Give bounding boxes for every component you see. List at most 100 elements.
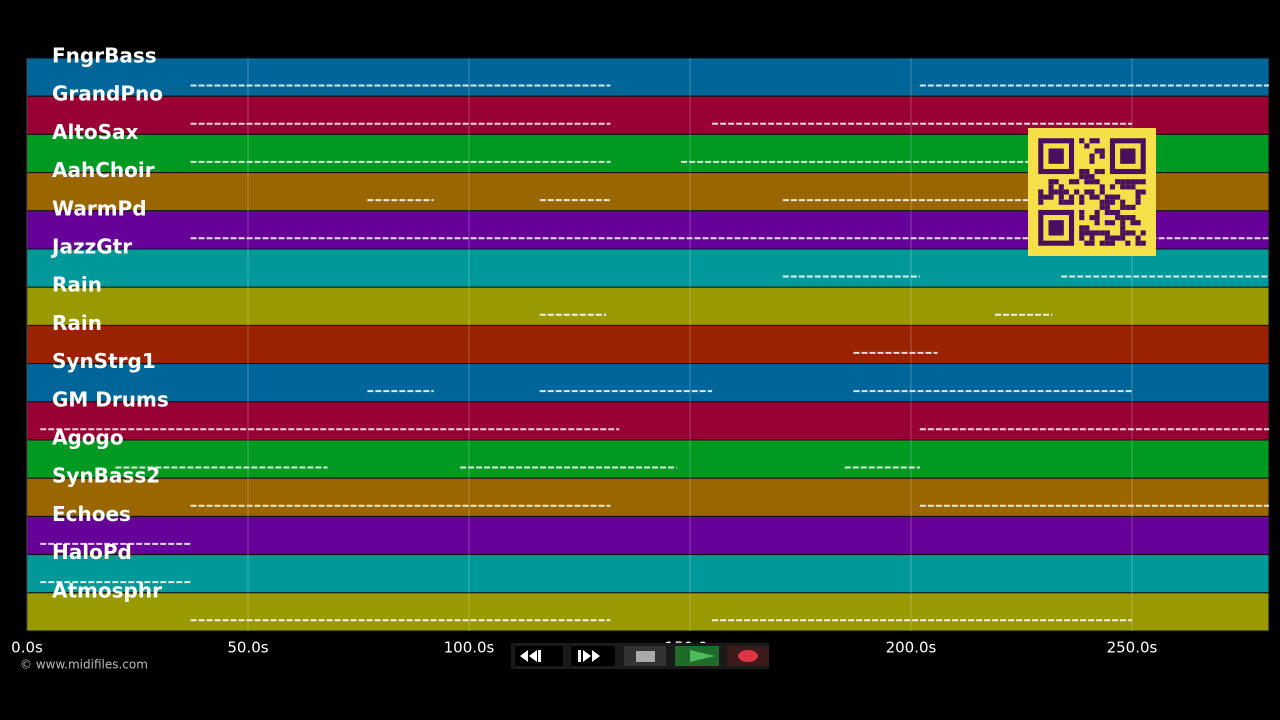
qr-cell bbox=[1140, 240, 1146, 246]
qr-finder bbox=[1038, 209, 1075, 246]
qr-cell bbox=[1094, 179, 1100, 185]
qr-cell bbox=[1099, 240, 1105, 246]
qr-cell bbox=[1115, 179, 1121, 185]
qr-cell bbox=[1135, 240, 1141, 246]
copyright: © www.midifiles.com bbox=[20, 658, 148, 672]
qr-cell bbox=[1104, 194, 1110, 200]
notes bbox=[40, 84, 1269, 622]
qr-cell bbox=[1125, 204, 1131, 210]
qr-cell bbox=[1104, 199, 1110, 205]
qr-cell bbox=[1058, 189, 1064, 195]
track-name: AahChoir bbox=[52, 158, 155, 182]
lane bbox=[26, 592, 1270, 632]
stop-button[interactable] bbox=[624, 646, 666, 666]
qr-cell bbox=[1084, 189, 1090, 195]
qr-cell bbox=[1115, 209, 1121, 216]
track-name: HaloPd bbox=[52, 540, 132, 564]
qr-cell bbox=[1038, 189, 1044, 195]
qr-cell bbox=[1099, 189, 1105, 195]
qr-cell bbox=[1084, 240, 1090, 246]
qr-cell bbox=[1058, 199, 1064, 205]
qr-cell bbox=[1068, 194, 1075, 200]
rewind-button[interactable] bbox=[515, 646, 563, 666]
qr-cell bbox=[1104, 235, 1110, 241]
qr-cell bbox=[1109, 235, 1116, 241]
fast-forward-button[interactable] bbox=[571, 646, 615, 666]
qr-cell bbox=[1099, 153, 1105, 159]
tick-label: 200.0s bbox=[886, 639, 937, 657]
qr-cell bbox=[1053, 189, 1059, 195]
qr-cell bbox=[1094, 230, 1100, 236]
tick-label: 250.0s bbox=[1107, 639, 1158, 657]
lane bbox=[26, 401, 1270, 441]
lane bbox=[26, 286, 1270, 326]
qr-cell bbox=[1130, 179, 1136, 185]
qr-cell bbox=[1099, 204, 1105, 210]
qr-cell bbox=[1089, 138, 1095, 144]
qr-cell bbox=[1094, 148, 1100, 154]
track-name: SynBass2 bbox=[52, 464, 160, 488]
lane bbox=[26, 363, 1270, 403]
qr-cell bbox=[1140, 189, 1146, 195]
qr-cell bbox=[1079, 215, 1085, 221]
qr-cell bbox=[1120, 235, 1126, 241]
qr-cell bbox=[1130, 220, 1136, 226]
track-name: GrandPno bbox=[52, 82, 163, 106]
qr-cell bbox=[1130, 215, 1136, 221]
qr-finder-core bbox=[1048, 148, 1064, 164]
lane bbox=[26, 477, 1270, 517]
track-name: WarmPd bbox=[52, 196, 147, 220]
qr-cell bbox=[1079, 138, 1085, 144]
qr-cell bbox=[1120, 204, 1126, 210]
qr-cell bbox=[1089, 194, 1095, 200]
qr-cell bbox=[1079, 174, 1085, 180]
qr-cell bbox=[1120, 199, 1126, 205]
qr-cell bbox=[1104, 230, 1110, 236]
tick-label: 0.0s bbox=[11, 639, 43, 657]
qr-cell bbox=[1109, 240, 1116, 246]
qr-cell bbox=[1130, 184, 1136, 190]
qr-cell bbox=[1109, 209, 1116, 216]
qr-cell bbox=[1094, 138, 1100, 144]
qr-cell bbox=[1079, 199, 1085, 205]
qr-cell bbox=[1048, 189, 1054, 195]
play-button[interactable] bbox=[675, 646, 719, 666]
qr-cell bbox=[1079, 235, 1085, 241]
qr-cell bbox=[1099, 148, 1105, 154]
qr-cell bbox=[1084, 225, 1090, 231]
qr-cell bbox=[1109, 199, 1116, 205]
qr-cell bbox=[1079, 225, 1085, 231]
qr-cell bbox=[1135, 189, 1141, 195]
qr-cell bbox=[1104, 209, 1110, 216]
qr-cell bbox=[1063, 199, 1069, 205]
qr-cell bbox=[1104, 240, 1110, 246]
qr-cell bbox=[1089, 174, 1095, 180]
qr-cell bbox=[1099, 230, 1105, 236]
qr-cell bbox=[1068, 199, 1075, 205]
qr-cell bbox=[1068, 179, 1075, 185]
qr-cell bbox=[1094, 220, 1100, 226]
track-name: Atmosphr bbox=[52, 578, 162, 602]
qr-cell bbox=[1109, 194, 1116, 200]
lane bbox=[26, 554, 1270, 594]
qr-cell bbox=[1079, 230, 1085, 236]
qr-cell bbox=[1099, 184, 1105, 190]
qr-cell bbox=[1120, 230, 1126, 236]
qr-cell bbox=[1089, 189, 1095, 195]
qr-cell bbox=[1120, 179, 1126, 185]
qr-cell bbox=[1109, 220, 1116, 226]
record-button[interactable] bbox=[727, 646, 769, 666]
qr-cell bbox=[1115, 194, 1121, 200]
qr-cell bbox=[1094, 168, 1100, 175]
lane bbox=[26, 515, 1270, 556]
qr-cell bbox=[1120, 184, 1126, 190]
lane bbox=[26, 324, 1270, 365]
qr-cell bbox=[1125, 215, 1131, 221]
tick-label: 50.0s bbox=[227, 639, 268, 657]
qr-cell bbox=[1048, 184, 1054, 190]
qr-cell bbox=[1094, 215, 1100, 221]
qr-cell bbox=[1084, 174, 1090, 180]
lane bbox=[26, 57, 1270, 97]
